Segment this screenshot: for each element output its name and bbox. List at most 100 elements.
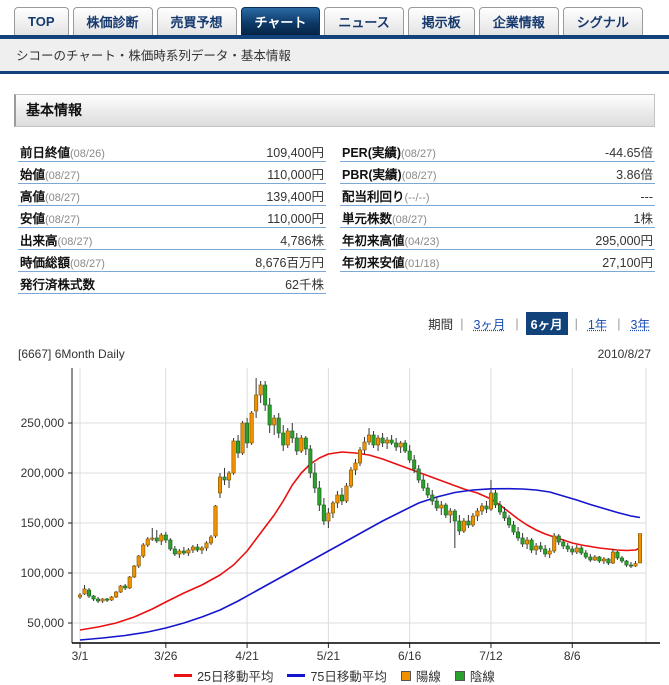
- bearish-candle: [421, 479, 426, 489]
- bearish-candle: [394, 442, 399, 448]
- period-label: 期間: [428, 318, 454, 332]
- tab-trade-forecast[interactable]: 売買予想: [156, 7, 237, 35]
- legend-label: 75日移動平均: [310, 670, 387, 684]
- bullish-candle: [227, 472, 232, 481]
- bullish-candle: [100, 598, 105, 602]
- bullish-candle: [231, 440, 236, 474]
- info-label: PER(実績)(08/27): [342, 146, 436, 160]
- bullish-candle: [330, 502, 335, 514]
- tab-news[interactable]: ニュース: [324, 7, 404, 35]
- bullish-candle: [114, 591, 119, 598]
- breadcrumb-text: シコーのチャート・株価時系列データ・基本情報: [16, 49, 291, 63]
- bullish-candle: [357, 449, 362, 464]
- bearish-candle: [583, 552, 588, 558]
- bearish-candle: [466, 520, 471, 526]
- bearish-candle: [172, 548, 177, 555]
- bullish-candle: [479, 505, 484, 512]
- bullish-candle: [398, 442, 403, 448]
- bullish-candle: [633, 563, 638, 567]
- legend-item: 75日移動平均: [287, 666, 387, 685]
- bearish-candle: [181, 550, 186, 554]
- bearish-candle: [443, 504, 448, 516]
- legend-item: 陽線: [400, 666, 441, 685]
- bullish-candle: [186, 549, 191, 554]
- bullish-candle: [470, 515, 475, 526]
- bearish-candle: [389, 439, 394, 444]
- bearish-candle: [606, 558, 611, 564]
- info-row: 安値(08/27) 110,000円: [18, 206, 326, 228]
- bearish-candle: [312, 472, 317, 489]
- bullish-candle: [159, 534, 164, 542]
- bullish-candle: [348, 469, 353, 487]
- info-row: 単元株数(08/27) 1株: [340, 206, 655, 228]
- tab-stock-diagnosis[interactable]: 株価診断: [72, 7, 153, 35]
- info-value: 110,000円: [267, 168, 324, 182]
- bearish-candle: [529, 539, 534, 551]
- period-option-1年[interactable]: 1年: [587, 318, 608, 332]
- bullish-candle: [637, 533, 642, 564]
- bearish-candle: [434, 500, 439, 509]
- chart-date: 2010/8/27: [597, 347, 651, 361]
- info-row: 高値(08/27) 139,400円: [18, 184, 326, 206]
- bearish-candle: [222, 476, 227, 481]
- bullish-candle: [574, 547, 579, 553]
- tab-chart[interactable]: チャート: [240, 7, 321, 35]
- legend-label: 25日移動平均: [197, 670, 274, 684]
- bearish-candle: [263, 384, 268, 406]
- bearish-candle: [407, 450, 412, 461]
- tab-company-info[interactable]: 企業情報: [478, 7, 559, 35]
- bullish-candle: [525, 539, 530, 545]
- bearish-candle: [380, 437, 385, 444]
- period-option-6ヶ月[interactable]: 6ヶ月: [525, 312, 568, 335]
- bearish-candle: [96, 598, 101, 602]
- tab-top[interactable]: TOP: [14, 7, 69, 35]
- bearish-candle: [276, 417, 281, 434]
- bearish-candle: [412, 459, 417, 470]
- period-selector: 期間 | 3ヶ月 | 6ヶ月 | 1年 | 3年: [0, 312, 653, 335]
- bullish-candle: [240, 422, 245, 454]
- info-row: 年初来高値(04/23) 295,000円: [340, 228, 655, 250]
- svg-text:200,000: 200,000: [21, 466, 65, 480]
- bearish-candle: [452, 510, 457, 522]
- bearish-candle: [561, 541, 566, 547]
- bullish-candle: [353, 462, 358, 471]
- bullish-candle: [272, 417, 277, 426]
- tab-signal[interactable]: シグナル: [562, 7, 643, 35]
- svg-text:7/12: 7/12: [479, 649, 503, 663]
- ma75-line: [79, 487, 641, 641]
- bullish-candle: [141, 544, 146, 557]
- bullish-candle: [448, 510, 453, 516]
- bullish-candle: [132, 565, 137, 578]
- info-label: 単元株数(08/27): [342, 212, 427, 226]
- period-option-3年[interactable]: 3年: [630, 318, 650, 332]
- bearish-candle: [507, 517, 512, 526]
- bearish-candle: [91, 595, 96, 600]
- bearish-candle: [624, 560, 629, 566]
- bearish-candle: [628, 564, 633, 567]
- period-option-3ヶ月[interactable]: 3ヶ月: [473, 318, 506, 332]
- info-value: 62千株: [285, 278, 324, 292]
- bullish-candle: [534, 545, 539, 551]
- svg-text:4/21: 4/21: [235, 649, 259, 663]
- bearish-candle: [570, 548, 575, 553]
- info-row: 発行済株式数 62千株: [18, 272, 326, 294]
- period-separator: |: [574, 316, 578, 331]
- tab-board[interactable]: 掲示板: [407, 7, 475, 35]
- bearish-candle: [579, 547, 584, 554]
- period-separator: |: [515, 316, 519, 331]
- bearish-candle: [556, 535, 561, 543]
- bullish-candle: [177, 550, 182, 555]
- bearish-candle: [267, 404, 272, 426]
- bearish-candle: [290, 430, 295, 439]
- svg-text:3/26: 3/26: [154, 649, 178, 663]
- bullish-candle: [258, 384, 263, 396]
- legend-item: 陰線: [454, 666, 495, 685]
- bearish-candle: [538, 545, 543, 550]
- info-value: 1株: [633, 212, 653, 226]
- bearish-candle: [615, 551, 620, 559]
- info-date: (08/27): [401, 148, 436, 160]
- info-value: 3.86倍: [616, 168, 653, 182]
- bullish-candle: [439, 504, 444, 509]
- bearish-candle: [430, 494, 435, 502]
- info-date: (08/27): [45, 192, 80, 204]
